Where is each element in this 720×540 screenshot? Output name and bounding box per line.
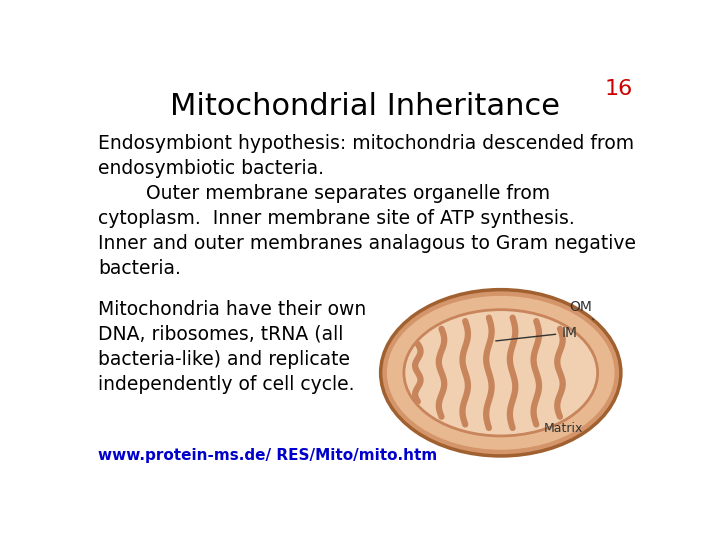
Text: Mitochondria have their own
DNA, ribosomes, tRNA (all
bacteria-like) and replica: Mitochondria have their own DNA, ribosom…: [98, 300, 366, 394]
Text: OM: OM: [569, 300, 593, 320]
Text: IM: IM: [496, 326, 577, 341]
Ellipse shape: [404, 309, 598, 436]
Text: Mitochondrial Inheritance: Mitochondrial Inheritance: [170, 92, 560, 121]
Ellipse shape: [381, 289, 621, 456]
Text: 16: 16: [604, 79, 632, 99]
Text: Matrix: Matrix: [544, 422, 582, 435]
Ellipse shape: [387, 296, 614, 449]
Text: Endosymbiont hypothesis: mitochondria descended from
endosymbiotic bacteria.
   : Endosymbiont hypothesis: mitochondria de…: [98, 134, 636, 278]
Text: www.protein-ms.de/ RES/Mito/mito.htm: www.protein-ms.de/ RES/Mito/mito.htm: [98, 448, 437, 463]
